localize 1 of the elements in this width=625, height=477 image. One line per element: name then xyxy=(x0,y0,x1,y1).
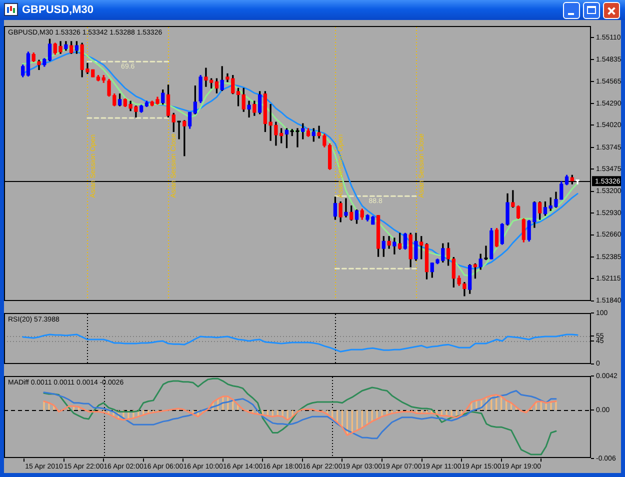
chart-title: GBPUSD,M30 xyxy=(22,4,94,16)
